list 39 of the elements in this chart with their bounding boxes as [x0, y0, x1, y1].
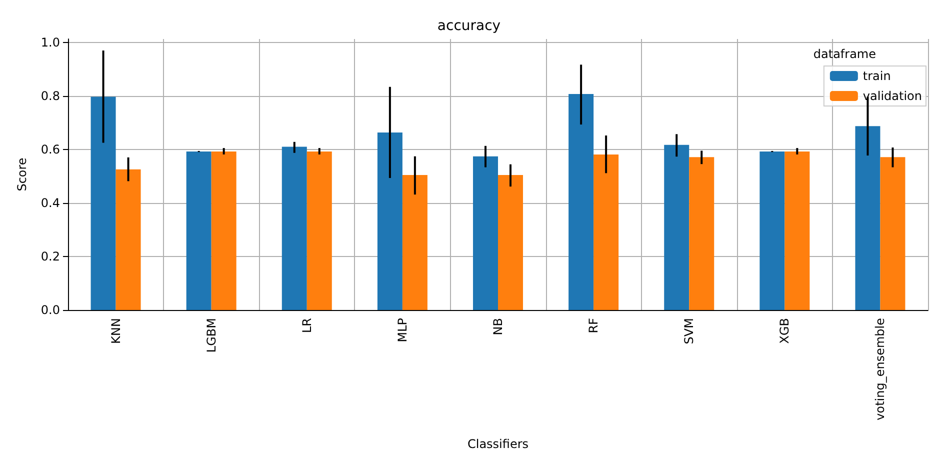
y-axis-title: Score: [15, 158, 29, 192]
legend-label: train: [862, 69, 891, 83]
x-tick-label: MLP: [395, 318, 410, 342]
bar: [498, 175, 523, 310]
x-tick-label: SVM: [682, 318, 696, 344]
bar: [568, 94, 594, 310]
bar: [760, 152, 785, 310]
bar: [282, 146, 307, 310]
x-tick-label: NB: [491, 318, 505, 336]
x-tick-label: LGBM: [204, 318, 218, 353]
y-tick-label: 0.0: [40, 303, 60, 317]
bar: [377, 132, 402, 310]
y-tick-label: 0.2: [40, 250, 60, 264]
bar: [116, 169, 141, 310]
bar: [402, 175, 428, 310]
x-tick-label: voting_ensemble: [873, 318, 888, 420]
y-tick-label: 0.6: [40, 142, 60, 157]
chart-title: accuracy: [437, 18, 501, 34]
y-tick-label: 0.4: [40, 196, 60, 210]
x-tick-label: XGB: [778, 318, 792, 344]
bar: [306, 152, 332, 310]
bar: [473, 156, 498, 310]
bar: [211, 152, 236, 310]
x-tick-label: RF: [586, 318, 601, 334]
bar: [664, 144, 690, 310]
legend-title: dataframe: [813, 47, 876, 61]
bar: [855, 126, 880, 310]
bar: [689, 157, 714, 310]
x-tick-label: KNN: [108, 318, 123, 344]
legend-label: validation: [862, 89, 922, 103]
bar: [186, 152, 212, 310]
bar: [784, 152, 810, 310]
bar: [880, 157, 906, 310]
bar: [90, 96, 116, 310]
bar: [594, 154, 619, 310]
x-axis-title: Classifiers: [467, 437, 529, 451]
y-tick-label: 1.0: [40, 36, 60, 50]
x-tick-label: LR: [300, 318, 314, 334]
y-tick-label: 0.8: [40, 89, 60, 104]
